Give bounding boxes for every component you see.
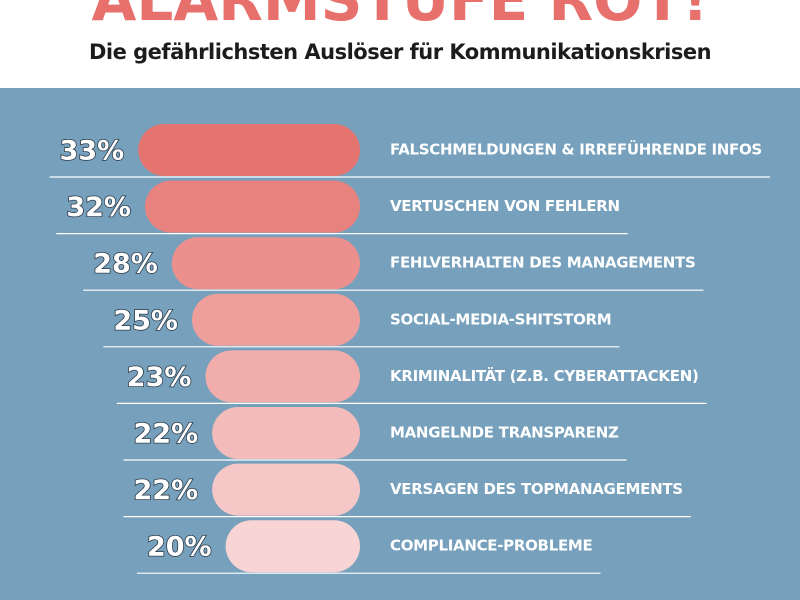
- value-label: 23%: [127, 362, 192, 393]
- category-label: VERSAGEN DES TOPMANAGEMENTS: [390, 480, 683, 498]
- category-label: COMPLIANCE-PROBLEME: [390, 537, 593, 555]
- value-label: 25%: [113, 305, 178, 336]
- bar: [171, 237, 360, 290]
- bar: [144, 180, 360, 233]
- value-label: 28%: [93, 249, 158, 280]
- category-label: KRIMINALITÄT (Z.B. CYBERATTACKEN): [390, 366, 699, 385]
- bar: [138, 124, 360, 176]
- bar: [212, 407, 360, 459]
- value-label: 20%: [147, 532, 212, 563]
- category-label: VERTUSCHEN VON FEHLERN: [390, 197, 620, 215]
- chart-title: ALARMSTUFE ROT!: [92, 0, 709, 34]
- category-label: FALSCHMELDUNGEN & IRREFÜHRENDE INFOS: [390, 140, 762, 159]
- value-label: 33%: [60, 136, 125, 167]
- chart-subtitle: Die gefährlichsten Auslöser für Kommunik…: [89, 40, 711, 64]
- value-label: 22%: [134, 475, 199, 506]
- category-label: SOCIAL-MEDIA-SHITSTORM: [390, 310, 611, 328]
- chart-background: [0, 88, 800, 600]
- bar: [192, 293, 360, 346]
- category-label: FEHLVERHALTEN DES MANAGEMENTS: [390, 254, 695, 272]
- bar: [205, 350, 360, 403]
- value-label: 22%: [134, 419, 199, 450]
- value-label: 32%: [66, 192, 131, 223]
- category-label: MANGELNDE TRANSPARENZ: [390, 424, 619, 442]
- header-background: [0, 0, 800, 88]
- bar: [212, 463, 360, 516]
- bar: [225, 520, 360, 573]
